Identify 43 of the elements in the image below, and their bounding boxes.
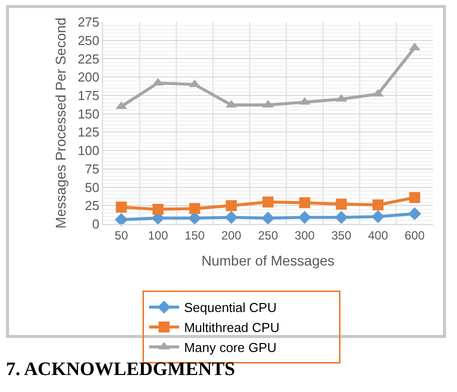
- y-tick-label: 75: [84, 161, 100, 176]
- x-tick-label: 300: [294, 228, 315, 242]
- point: [116, 202, 127, 213]
- point: [224, 210, 238, 224]
- y-axis-title: Messages Processed Per Second: [52, 18, 68, 228]
- point: [152, 204, 164, 215]
- y-tick-label: 125: [78, 124, 100, 140]
- y-tick-label: 175: [78, 88, 100, 103]
- x-tick-label: 600: [404, 228, 425, 242]
- point: [262, 196, 274, 208]
- point: [226, 200, 237, 212]
- y-tick-label: 0: [92, 216, 100, 232]
- x-tick-label: 350: [331, 228, 352, 242]
- point: [262, 212, 274, 225]
- y-tick-label: 25: [84, 198, 100, 214]
- y-tick-label: 225: [78, 51, 100, 66]
- point: [114, 213, 128, 226]
- point: [336, 198, 347, 210]
- y-tick-label: 150: [78, 106, 100, 122]
- y-tick-label: 250: [78, 32, 100, 48]
- point: [408, 207, 422, 220]
- x-tick-label: 50: [114, 228, 128, 242]
- point: [372, 210, 384, 224]
- x-tick-label: 150: [184, 228, 205, 242]
- legend-label: Many core GPU: [184, 340, 277, 355]
- x-tick-label: 250: [258, 228, 278, 242]
- legend-label: Sequential CPU: [184, 300, 277, 316]
- point: [334, 210, 348, 224]
- point: [409, 192, 420, 204]
- text: 7. ACKNOWLEDGMENTS: [6, 359, 236, 380]
- x-tick-label: 400: [368, 228, 388, 242]
- point: [372, 199, 384, 210]
- x-tick-label: 200: [221, 228, 242, 242]
- x-tick-label: 100: [148, 228, 168, 242]
- legend-label: Multithread CPU: [184, 320, 280, 336]
- x-axis-title: Number of Messages: [201, 252, 335, 269]
- y-tick-label: 275: [78, 14, 100, 30]
- y-tick-label: 50: [84, 180, 100, 195]
- point: [298, 210, 312, 224]
- y-tick-label: 200: [78, 70, 100, 85]
- point: [299, 197, 310, 208]
- y-tick-label: 100: [78, 143, 100, 158]
- point: [189, 203, 200, 214]
